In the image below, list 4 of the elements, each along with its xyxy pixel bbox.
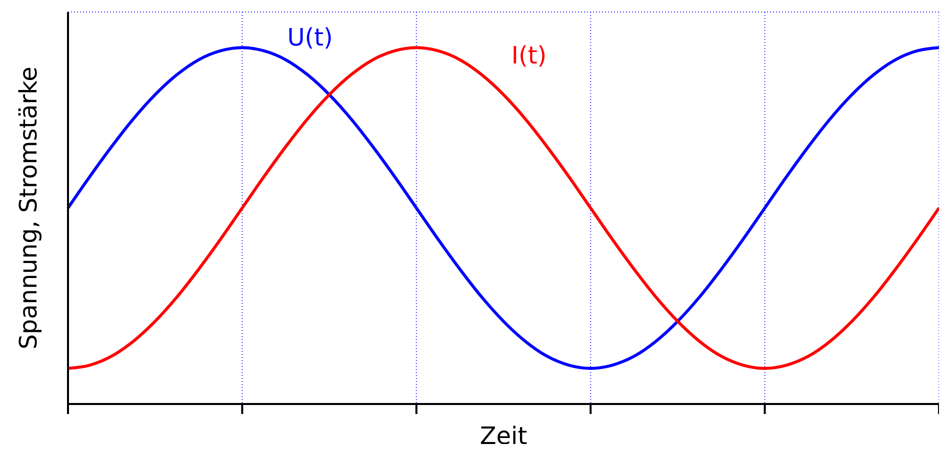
series-label: I(t) [511, 42, 547, 70]
series-label: U(t) [287, 24, 333, 52]
y-axis-title: Spannung, Stromstärke [14, 66, 43, 350]
x-axis-title: Zeit [480, 422, 528, 450]
